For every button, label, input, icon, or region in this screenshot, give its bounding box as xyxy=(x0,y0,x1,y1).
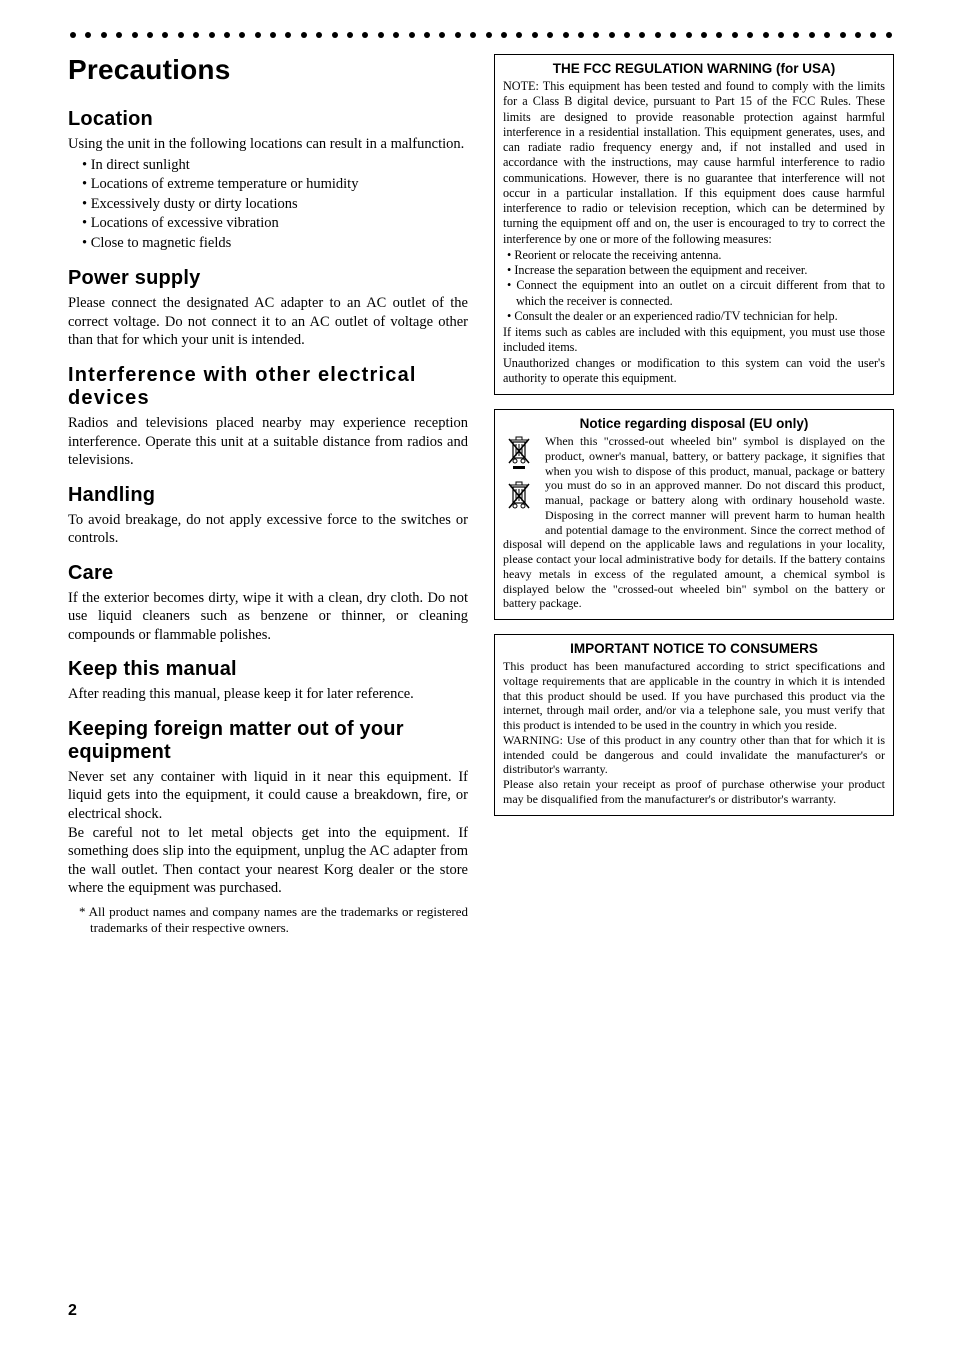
fcc-body-3: Unauthorized changes or modification to … xyxy=(503,356,885,387)
consumer-body-1: This product has been manufactured accor… xyxy=(503,659,885,733)
left-column: Precautions Location Using the unit in th… xyxy=(68,54,468,936)
right-column: THE FCC REGULATION WARNING (for USA) NOT… xyxy=(494,54,894,936)
bullet-item: Close to magnetic fields xyxy=(82,234,468,254)
section-heading: Power supply xyxy=(68,267,468,290)
dotted-divider xyxy=(68,32,894,38)
fcc-body-2: If items such as cables are included wit… xyxy=(503,325,885,356)
fcc-warning-box: THE FCC REGULATION WARNING (for USA) NOT… xyxy=(494,54,894,395)
wheeled-bin-icon xyxy=(505,481,533,515)
section-body: Please connect the designated AC adapter… xyxy=(68,294,468,350)
fcc-bullet-item: Consult the dealer or an experienced rad… xyxy=(503,309,885,324)
section-heading: Location xyxy=(68,108,468,131)
section-body: Radios and televisions placed nearby may… xyxy=(68,414,468,470)
fcc-bullet-item: Connect the equipment into an outlet on … xyxy=(503,278,885,309)
wheeled-bin-icon xyxy=(505,436,533,470)
consumer-body-2: WARNING: Use of this product in any coun… xyxy=(503,733,885,777)
consumer-body-3: Please also retain your receipt as proof… xyxy=(503,777,885,807)
fcc-body-1: NOTE: This equipment has been tested and… xyxy=(503,79,885,247)
fcc-bullet-item: Increase the separation between the equi… xyxy=(503,263,885,278)
section-body: Be careful not to let metal objects get … xyxy=(68,824,468,898)
fcc-bullet-item: Reorient or relocate the receiving anten… xyxy=(503,248,885,263)
bullet-item: Locations of excessive vibration xyxy=(82,214,468,234)
fcc-bullets: Reorient or relocate the receiving anten… xyxy=(503,248,885,324)
section-body: To avoid breakage, do not apply excessiv… xyxy=(68,511,468,548)
section-heading: Handling xyxy=(68,484,468,507)
section-heading: Interference with other electrical devic… xyxy=(68,364,468,410)
section-heading: Keep this manual xyxy=(68,658,468,681)
section-body: If the exterior becomes dirty, wipe it w… xyxy=(68,589,468,645)
section-body: Using the unit in the following location… xyxy=(68,135,468,154)
fcc-title: THE FCC REGULATION WARNING (for USA) xyxy=(503,61,885,76)
consumer-title: IMPORTANT NOTICE TO CONSUMERS xyxy=(503,641,885,656)
consumer-notice-box: IMPORTANT NOTICE TO CONSUMERS This produ… xyxy=(494,634,894,816)
disposal-title: Notice regarding disposal (EU only) xyxy=(503,416,885,431)
bullet-item: Excessively dusty or dirty locations xyxy=(82,195,468,215)
bullet-item: Locations of extreme temperature or humi… xyxy=(82,175,468,195)
disposal-notice-box: Notice regarding disposal (EU only) xyxy=(494,409,894,620)
section-bullets: In direct sunlightLocations of extreme t… xyxy=(82,156,468,254)
trademark-footnote: * All product names and company names ar… xyxy=(68,904,468,937)
wheeled-bin-icons xyxy=(503,434,539,524)
bullet-item: In direct sunlight xyxy=(82,156,468,176)
page-number: 2 xyxy=(68,1302,77,1320)
section-body: Never set any container with liquid in i… xyxy=(68,768,468,824)
section-heading: Keeping foreign matter out of your equip… xyxy=(68,718,468,764)
section-heading: Care xyxy=(68,562,468,585)
section-body: After reading this manual, please keep i… xyxy=(68,685,468,704)
disposal-body: When this "crossed-out wheeled bin" symb… xyxy=(503,434,885,611)
page-title: Precautions xyxy=(68,54,468,86)
